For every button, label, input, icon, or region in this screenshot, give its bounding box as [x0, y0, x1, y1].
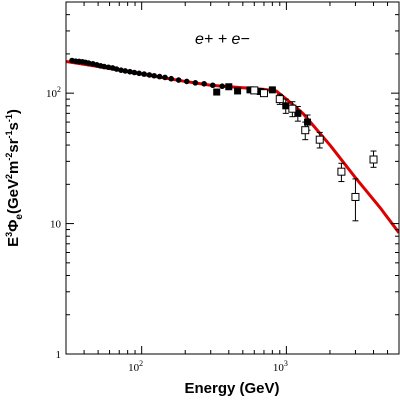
y-tick-label: 10	[50, 219, 62, 231]
data-point-square-open	[351, 192, 360, 201]
data-point-circle	[118, 67, 124, 73]
data-point-circle	[122, 68, 129, 74]
x-axis-label: Energy (GeV)	[184, 380, 279, 397]
data-point-circle	[192, 80, 199, 86]
data-point-square-filled	[294, 109, 302, 117]
data-point-circle	[131, 69, 138, 76]
data-point-square-open	[259, 89, 268, 98]
y-axis-label: E3Φe(GeV2m-2sr-1s-1)	[4, 109, 25, 247]
data-point-circle	[113, 66, 120, 72]
data-point-circle	[162, 74, 168, 81]
data-point-circle	[146, 72, 153, 78]
data-point-square-filled	[234, 87, 242, 95]
model-curve	[66, 59, 399, 234]
data-point-square-filled	[268, 86, 276, 94]
data-point-circle	[156, 73, 163, 80]
data-point-circle	[209, 82, 216, 89]
data-point-square-open	[369, 155, 378, 164]
plot-annotation: e+ + e−	[195, 31, 250, 48]
data-point-circle	[101, 63, 107, 70]
plot-frame	[65, 1, 400, 355]
data-point-square-filled	[246, 86, 254, 94]
data-point-circle	[151, 72, 157, 79]
data-point-circle	[168, 75, 175, 82]
data-point-square-open	[288, 104, 297, 113]
y-tick-label: 1	[56, 349, 62, 361]
data-point-circle	[183, 78, 190, 85]
data-point-circle	[85, 60, 92, 66]
data-point-circle	[219, 83, 225, 90]
data-point-square-open	[301, 126, 310, 135]
data-point-square-filled	[213, 88, 221, 96]
data-point-square-open	[275, 95, 284, 104]
x-tick-label: 103	[273, 359, 288, 374]
data-series-layer	[69, 57, 378, 222]
data-point-square-filled	[282, 102, 290, 110]
data-point-square-filled	[225, 83, 233, 91]
data-point-circle	[175, 77, 182, 83]
x-tick-label: 102	[128, 359, 143, 374]
data-point-square-open	[315, 135, 324, 144]
data-point-circle	[201, 80, 207, 87]
data-point-square-open	[250, 86, 259, 95]
y-tick-label: 102	[46, 85, 61, 100]
data-point-square-open	[337, 167, 346, 176]
data-point-circle	[141, 71, 147, 77]
data-point-circle	[105, 64, 112, 71]
data-point-circle	[127, 68, 133, 75]
data-point-circle	[136, 70, 142, 77]
model-curve-layer	[66, 59, 399, 234]
axis-ticks: 102 103 1 10 102	[46, 1, 400, 374]
